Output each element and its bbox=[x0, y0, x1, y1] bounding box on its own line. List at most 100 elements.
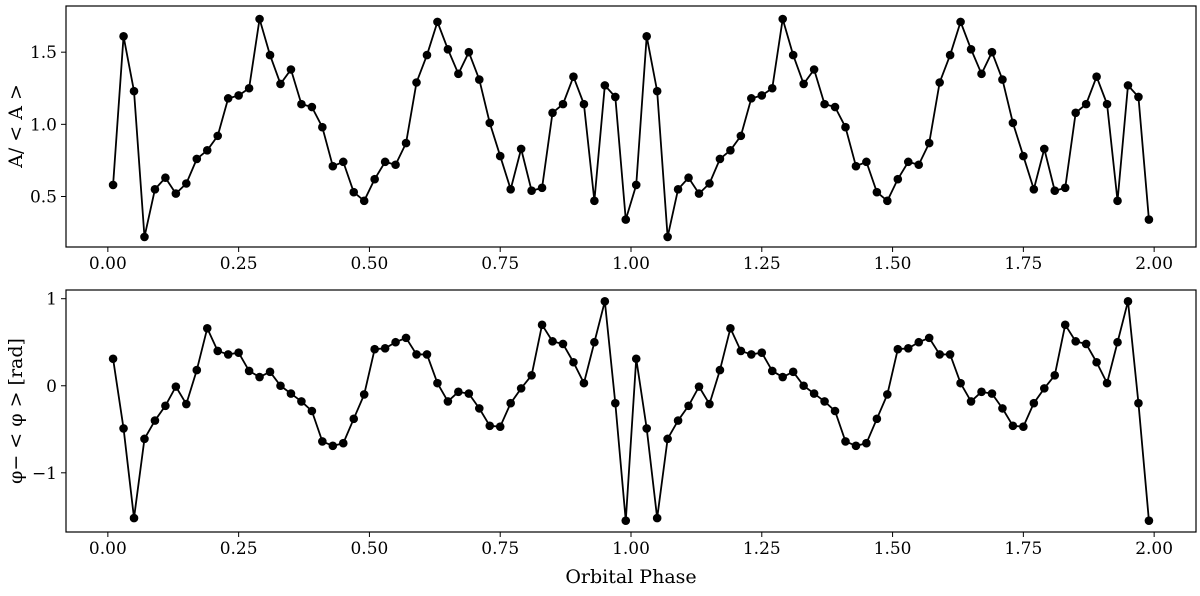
phase-x-tick-label: 1.75 bbox=[1004, 539, 1042, 559]
amplitude-data-point bbox=[642, 32, 651, 41]
phase-data-point bbox=[736, 346, 746, 356]
amplitude-data-point bbox=[924, 138, 934, 148]
amplitude-point-group bbox=[108, 14, 1154, 242]
phase-data-point bbox=[119, 424, 128, 433]
phase-y-tick-label: 0 bbox=[46, 377, 57, 397]
phase-data-point bbox=[297, 397, 306, 406]
amplitude-data-point bbox=[872, 187, 882, 197]
amplitude-data-point bbox=[338, 157, 348, 167]
phase-data-point bbox=[433, 378, 442, 388]
amplitude-data-point bbox=[307, 102, 317, 112]
amplitude-data-point bbox=[1071, 108, 1080, 118]
amplitude-data-point bbox=[433, 17, 442, 27]
amplitude-data-point bbox=[1019, 151, 1028, 161]
phase-data-point bbox=[464, 389, 474, 398]
amplitude-x-tick-label: 1.00 bbox=[612, 254, 650, 274]
phase-data-point bbox=[726, 324, 735, 333]
phase-data-point bbox=[265, 367, 275, 377]
amplitude-data-point bbox=[945, 50, 955, 60]
amplitude-x-tick-label: 0.00 bbox=[89, 254, 127, 274]
amplitude-data-point bbox=[621, 215, 631, 224]
amplitude-data-point bbox=[757, 91, 767, 100]
phase-data-point bbox=[276, 381, 285, 391]
phase-y-tick-label: 1 bbox=[46, 290, 57, 310]
phase-data-point bbox=[370, 344, 379, 354]
amplitude-data-point bbox=[611, 92, 620, 102]
amplitude-data-point bbox=[809, 65, 819, 74]
phase-data-point bbox=[631, 354, 641, 364]
amplitude-data-point bbox=[600, 81, 610, 90]
amplitude-data-point bbox=[506, 184, 515, 194]
amplitude-data-point bbox=[286, 65, 296, 74]
phase-data-point bbox=[1029, 398, 1039, 408]
amplitude-x-tick-label: 0.50 bbox=[350, 254, 388, 274]
amplitude-data-point bbox=[516, 144, 526, 154]
amplitude-data-point bbox=[255, 14, 264, 24]
phase-data-point bbox=[851, 441, 861, 451]
phase-data-point bbox=[663, 434, 672, 444]
phase-data-point bbox=[1113, 337, 1122, 347]
phase-data-point bbox=[924, 333, 934, 343]
phase-data-point bbox=[747, 350, 756, 359]
amplitude-data-point bbox=[883, 196, 892, 206]
amplitude-data-point bbox=[171, 189, 181, 198]
phase-data-point bbox=[1123, 297, 1133, 306]
amplitude-data-point bbox=[767, 83, 777, 93]
amplitude-data-point bbox=[537, 183, 547, 193]
amplitude-tick-group: 0.00 0.25 0.50 0.75 1.00 1.25 1.50 1.75 2.00 0.5 1… bbox=[30, 43, 1173, 274]
phase-data-point bbox=[590, 337, 599, 347]
phase-data-point bbox=[454, 387, 463, 397]
amplitude-data-point bbox=[1092, 72, 1101, 82]
phase-y-tick-label: −1 bbox=[32, 464, 57, 484]
amplitude-data-point bbox=[977, 69, 986, 79]
phase-data-point bbox=[862, 438, 871, 448]
phase-data-point bbox=[474, 404, 484, 413]
amplitude-data-point bbox=[1123, 81, 1133, 90]
amplitude-data-point bbox=[726, 146, 735, 155]
amplitude-data-point bbox=[1081, 99, 1091, 109]
phase-data-point bbox=[443, 397, 453, 406]
phase-x-tick-label: 0.50 bbox=[350, 539, 388, 559]
phase-y-axis-label: φ− < φ > [rad] bbox=[5, 338, 27, 484]
amplitude-data-point bbox=[213, 131, 223, 141]
amplitude-data-point bbox=[841, 122, 850, 132]
phase-data-point bbox=[485, 421, 495, 431]
amplitude-data-point bbox=[328, 161, 338, 171]
amplitude-data-point bbox=[182, 179, 191, 188]
phase-data-point bbox=[799, 381, 808, 391]
phase-point-group bbox=[108, 297, 1154, 525]
amplitude-data-point bbox=[673, 184, 683, 194]
phase-data-point bbox=[422, 350, 432, 359]
phase-data-point bbox=[1102, 378, 1112, 388]
phase-data-point bbox=[1134, 398, 1143, 408]
amplitude-data-point bbox=[422, 50, 432, 60]
amplitude-data-point bbox=[631, 180, 641, 190]
amplitude-data-point bbox=[129, 86, 139, 96]
amplitude-data-point bbox=[464, 47, 474, 57]
amplitude-x-tick-label: 2.00 bbox=[1135, 254, 1173, 274]
amplitude-data-point bbox=[244, 83, 254, 93]
amplitude-data-point bbox=[935, 78, 944, 87]
phase-data-point bbox=[1092, 357, 1101, 367]
phase-data-point bbox=[307, 406, 317, 416]
phase-data-point bbox=[673, 416, 683, 425]
amplitude-data-point bbox=[359, 196, 369, 206]
phase-data-point bbox=[883, 390, 892, 399]
phase-x-tick-label: 1.00 bbox=[612, 539, 650, 559]
amplitude-data-point bbox=[663, 232, 672, 242]
amplitude-data-point bbox=[1029, 184, 1039, 194]
phase-data-point bbox=[516, 384, 526, 393]
phase-x-tick-label: 1.25 bbox=[743, 539, 781, 559]
phase-data-point bbox=[558, 339, 568, 349]
amplitude-data-point bbox=[1039, 144, 1049, 154]
phase-data-point bbox=[830, 406, 840, 416]
amplitude-data-point bbox=[443, 44, 453, 54]
amplitude-data-point bbox=[914, 160, 924, 170]
phase-data-point bbox=[705, 399, 714, 409]
amplitude-data-point bbox=[485, 118, 495, 128]
amplitude-data-point bbox=[736, 131, 746, 141]
phase-data-point bbox=[841, 437, 850, 446]
phase-data-point bbox=[234, 348, 243, 357]
amplitude-data-point bbox=[140, 232, 149, 242]
